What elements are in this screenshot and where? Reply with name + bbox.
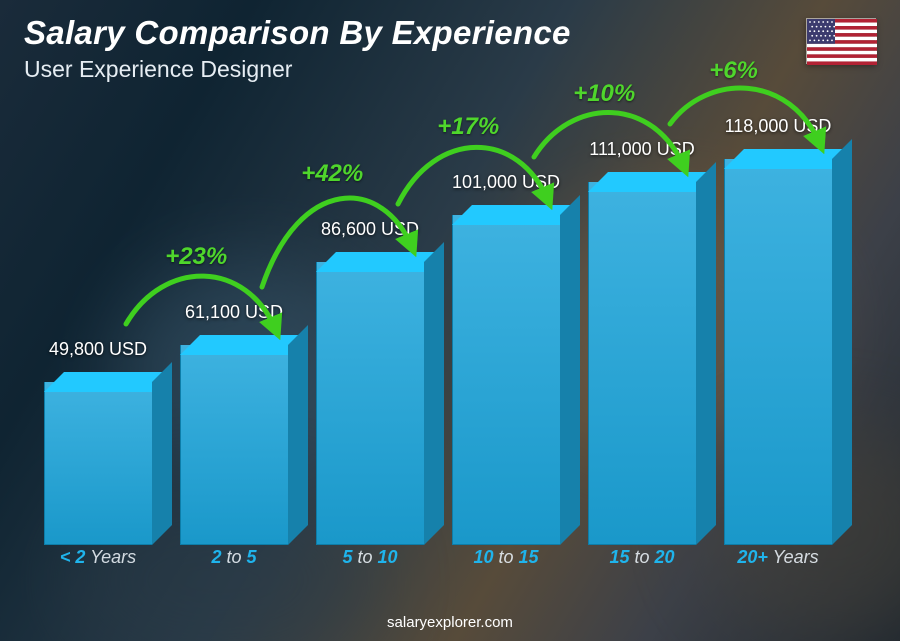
infographic-canvas: Salary Comparison By Experience User Exp…: [0, 0, 900, 641]
usa-flag-icon: [806, 18, 876, 64]
attribution: salaryexplorer.com: [0, 614, 900, 631]
header: Salary Comparison By Experience User Exp…: [24, 14, 571, 83]
delta-label: +10%: [573, 80, 635, 108]
delta-arrow: [398, 147, 548, 204]
delta-arrow: [262, 198, 412, 287]
delta-label: +17%: [437, 113, 499, 141]
page-subtitle: User Experience Designer: [24, 56, 571, 83]
salary-bar-chart: 49,800 USD61,100 USD86,600 USD101,000 US…: [30, 120, 846, 575]
page-title: Salary Comparison By Experience: [24, 14, 571, 52]
delta-arrows: [30, 120, 846, 575]
delta-arrow: [534, 113, 684, 168]
delta-label: +23%: [165, 243, 227, 271]
delta-arrow: [126, 276, 276, 331]
delta-label: +6%: [709, 57, 758, 85]
delta-label: +42%: [301, 160, 363, 188]
